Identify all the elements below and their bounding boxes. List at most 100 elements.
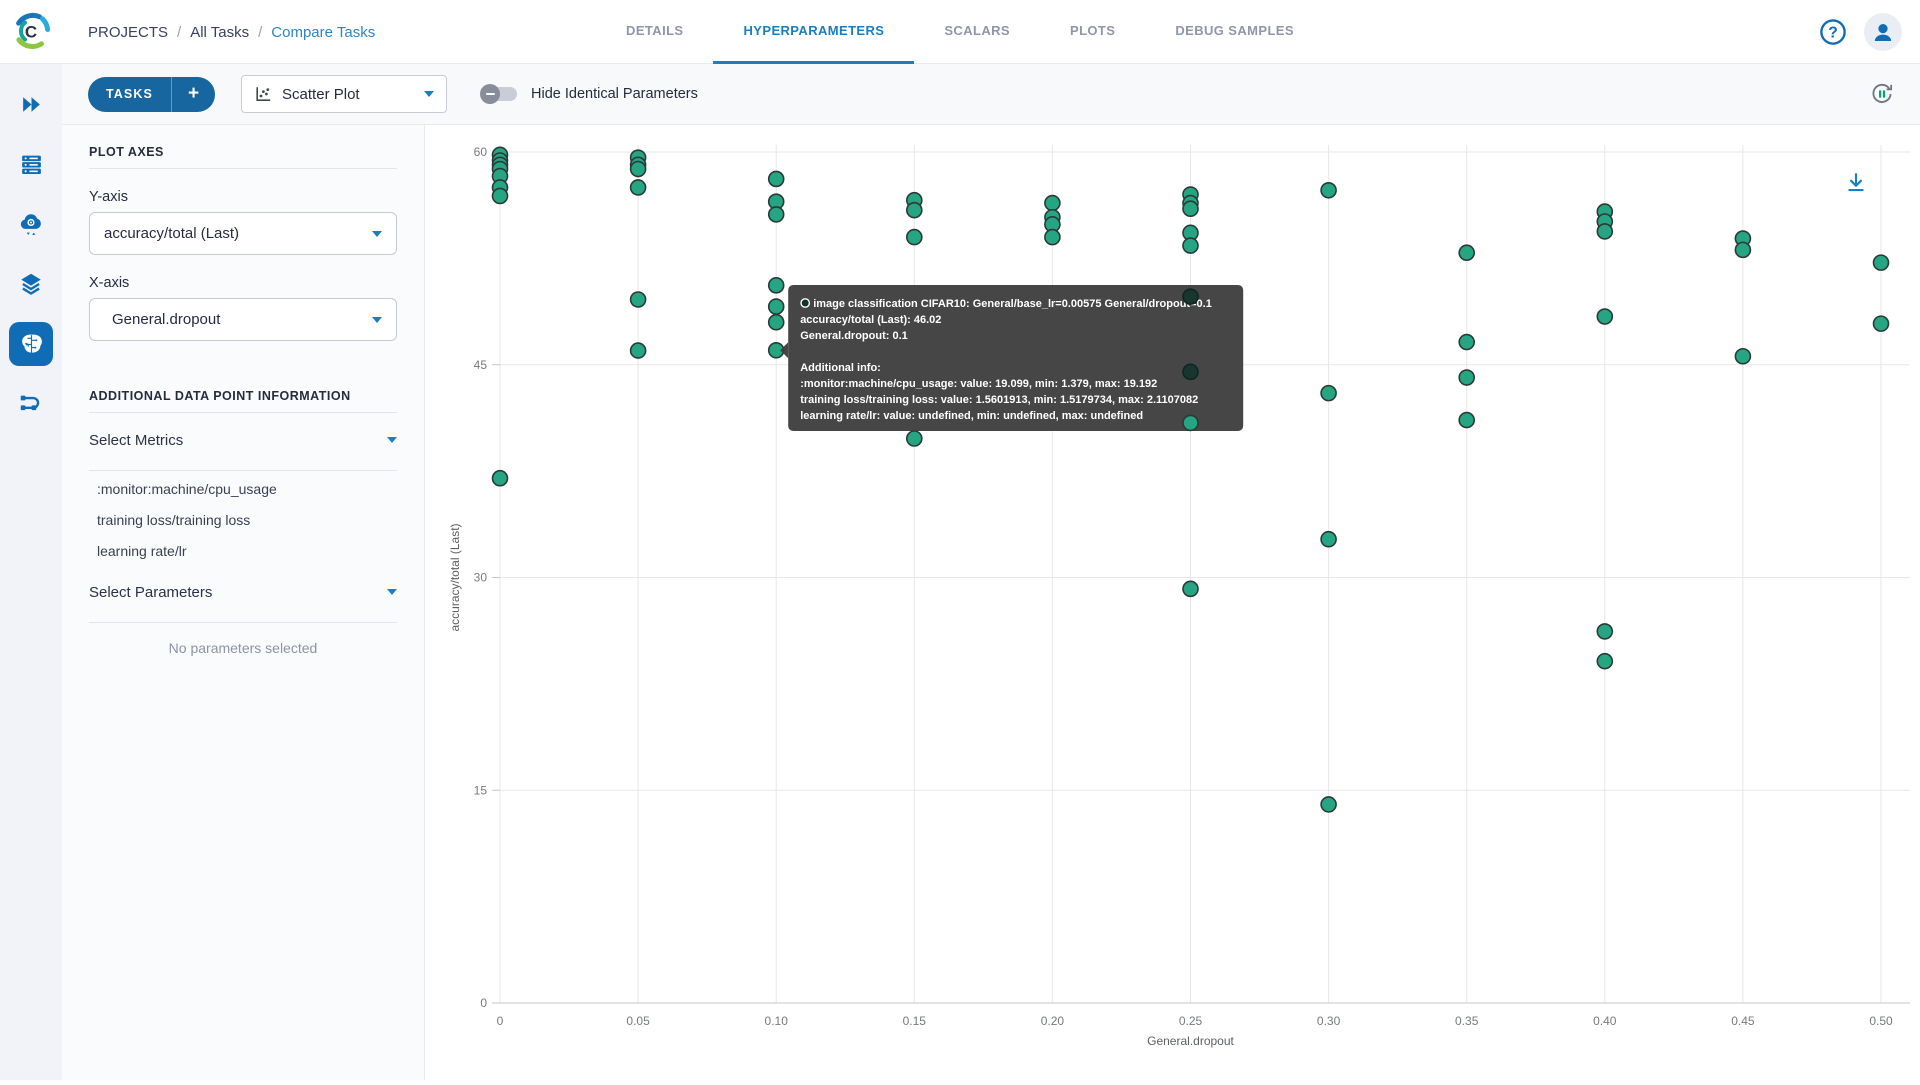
scatter-plot-icon [256,87,271,101]
select-parameters-dropdown[interactable]: Select Parameters [89,571,397,613]
scatter-point[interactable] [1458,244,1475,262]
select-metrics-dropdown[interactable]: Select Metrics [89,419,397,461]
scatter-point[interactable] [767,170,785,188]
svg-text:0.05: 0.05 [626,1014,650,1028]
y-axis-select[interactable]: accuracy/total (Last) [89,212,397,255]
scatter-point[interactable] [1320,530,1337,548]
tooltip-line: learning rate/lr: value: undefined, min:… [800,410,1143,422]
tab-details[interactable]: DETAILS [626,23,684,38]
breadcrumb-compare-tasks[interactable]: Compare Tasks [271,23,376,41]
scatter-point[interactable] [1596,223,1614,240]
y-axis-label: Y-axis [89,189,128,205]
scatter-point[interactable] [1182,363,1199,381]
scatter-point[interactable] [1596,623,1614,640]
tab-debug-samples[interactable]: DEBUG SAMPLES [1175,23,1294,38]
user-avatar[interactable] [1864,13,1902,51]
hide-identical-toggle-row[interactable]: Hide Identical Parameters [480,84,698,104]
svg-text:60: 60 [474,145,488,159]
scatter-point[interactable] [629,291,647,308]
breadcrumb-projects[interactable]: PROJECTS [88,23,169,41]
scatter-point[interactable] [767,313,785,331]
scatter-point[interactable] [1182,414,1199,432]
x-axis-select[interactable]: General.dropout [89,298,397,341]
button-divider [170,76,172,112]
sidebar-item-workers-queues[interactable] [9,142,53,186]
scatter-point[interactable] [1872,254,1890,271]
scatter-point[interactable] [1182,580,1199,598]
svg-text:0.20: 0.20 [1041,1014,1065,1028]
scatter-point[interactable] [1320,796,1337,813]
metric-item: :monitor:machine/cpu_usage [97,481,277,497]
svg-text:0.50: 0.50 [1869,1014,1893,1028]
scatter-point[interactable] [1458,369,1475,386]
help-icon[interactable]: ? [1818,17,1848,47]
scatter-point[interactable] [1734,347,1752,365]
scatter-point[interactable] [905,430,923,447]
scatter-point[interactable] [1320,384,1337,402]
tab-hyperparameters[interactable]: HYPERPARAMETERS [713,0,915,64]
scatter-point[interactable] [1182,288,1199,305]
add-task-button[interactable]: + [187,83,200,104]
tooltip-line: image classification CIFAR10: General/ba… [813,298,1212,310]
breadcrumb-separator: / [177,23,182,41]
scatter-point[interactable] [905,201,923,219]
chevron-down-icon [424,91,435,97]
scatter-point[interactable] [1044,194,1061,212]
scatter-point[interactable] [1182,237,1199,254]
download-icon[interactable] [1844,171,1868,195]
tooltip-line: accuracy/total (Last): 46.02 [800,314,941,326]
sidebar-item-autoscaler[interactable] [9,202,53,246]
breadcrumb-all-tasks[interactable]: All Tasks [190,23,250,41]
point-tooltip [788,285,1244,431]
svg-text:0.40: 0.40 [1593,1014,1617,1028]
scatter-point[interactable] [1182,200,1199,218]
scatter-point[interactable] [1596,308,1614,325]
layers-icon [21,273,41,295]
toggle-off[interactable] [480,84,518,104]
scatter-point[interactable] [491,187,509,205]
scatter-point[interactable] [1734,241,1752,259]
x-axis-label: X-axis [89,275,130,291]
scatter-point[interactable] [767,206,785,223]
tooltip-line: training loss/training loss: value: 1.56… [800,394,1198,406]
chevron-down-icon [372,230,382,237]
sidebar-item-pipelines[interactable] [9,382,53,426]
svg-text:0.30: 0.30 [1317,1014,1341,1028]
scatter-point[interactable] [905,228,923,246]
scatter-point[interactable] [1458,333,1475,351]
pipeline-icon [20,395,40,411]
scatter-point[interactable] [1596,652,1614,670]
scatter-point[interactable] [767,298,785,315]
sidebar-item-dashboard[interactable] [9,82,53,126]
scatter-point[interactable] [1320,181,1337,199]
svg-text:accuracy/total (Last): accuracy/total (Last) [448,523,462,631]
scatter-point[interactable] [1872,315,1890,332]
auto-refresh-icon[interactable] [1868,80,1896,108]
scatter-point[interactable] [629,160,647,178]
scatter-point[interactable] [1458,411,1475,429]
cloud-gear-icon [20,214,41,235]
scatter-plot-area: 0 0.05 0.10 0.15 0.20 0.25 0.30 0.35 0.40 0.45 0.5… [425,125,1920,1080]
scatter-point[interactable] [1044,228,1061,246]
scatter-point[interactable] [491,469,509,487]
svg-text:15: 15 [474,783,488,797]
tooltip-line: Additional info: [800,362,881,374]
scatter-point[interactable] [629,179,647,196]
svg-text:0: 0 [497,1014,504,1028]
plot-type-select[interactable]: Scatter Plot [241,75,448,113]
scatter-point[interactable] [629,342,647,359]
metric-item: training loss/training loss [97,512,251,528]
sidebar-item-datasets[interactable] [9,262,53,306]
tab-plots[interactable]: PLOTS [1069,23,1116,38]
tab-scalars[interactable]: SCALARS [944,23,1010,38]
chevron-down-icon [387,437,397,443]
scatter-point[interactable] [767,277,785,294]
sidebar-item-experiments[interactable] [9,322,53,366]
select-metrics-label: Select Metrics [89,431,184,449]
tab-bar: DETAILS HYPERPARAMETERS SCALARS PLOTS DE… [596,0,1324,64]
app-sidebar [0,64,62,1080]
clearml-logo-icon[interactable]: C [10,10,52,52]
tasks-split-button[interactable]: TASKS + [88,76,216,112]
tasks-button[interactable]: TASKS [106,87,153,101]
tooltip-line: General.dropout: 0.1 [800,330,908,342]
